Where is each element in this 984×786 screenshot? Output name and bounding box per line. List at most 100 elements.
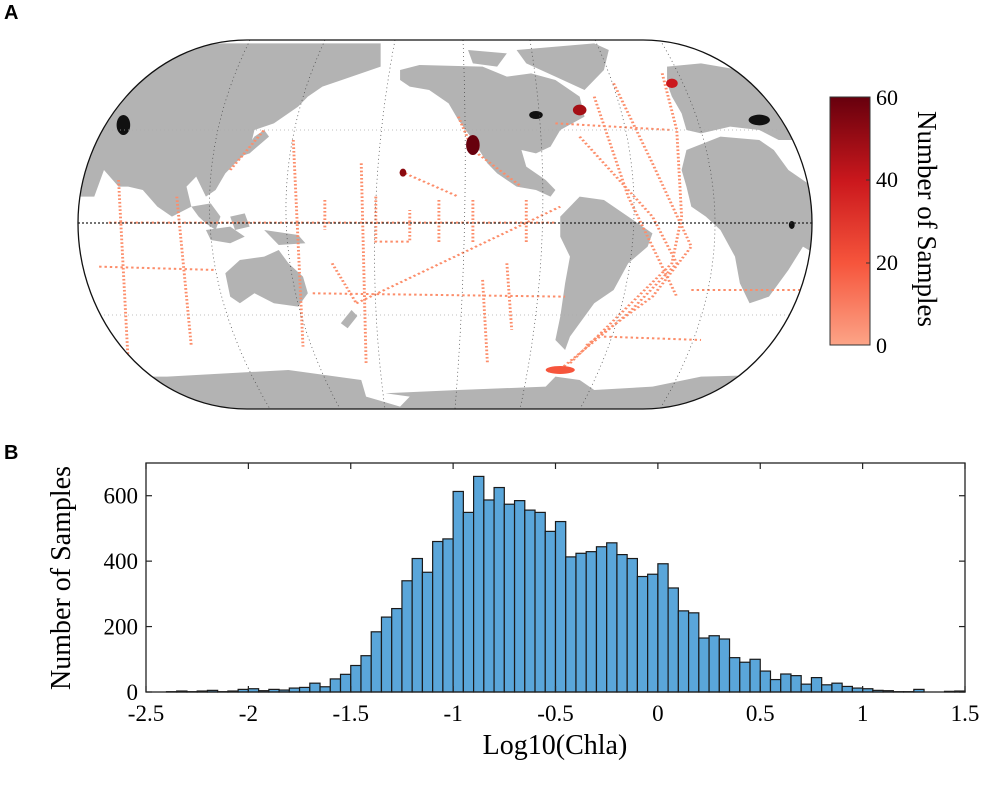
- arctic-islands: [468, 49, 507, 67]
- histogram-bar: [493, 486, 505, 693]
- histogram-bar: [698, 637, 710, 693]
- panel-label-a: A: [4, 2, 19, 24]
- y-tick-label: 200: [104, 615, 139, 640]
- indonesia: [205, 226, 245, 244]
- histogram-bar: [483, 499, 495, 693]
- x-tick-label: -2: [239, 701, 258, 726]
- new-guinea: [264, 229, 306, 245]
- histogram-bar: [309, 682, 321, 693]
- x-tick-label: -1: [444, 701, 463, 726]
- histogram-bar: [380, 616, 393, 693]
- histogram-bar: [524, 509, 536, 693]
- map-body: [78, 40, 812, 409]
- histogram-bar: [401, 580, 413, 693]
- australia: [225, 249, 308, 307]
- histogram-bar: [718, 638, 731, 693]
- panel-label-b: B: [4, 442, 19, 464]
- colorbar-tick-40: 40: [876, 167, 898, 192]
- histogram-bars: [165, 475, 966, 693]
- europe: [667, 63, 812, 140]
- histogram-bar: [585, 551, 598, 693]
- histogram-bar: [565, 556, 577, 693]
- histogram-bar: [749, 658, 761, 693]
- new-zealand: [340, 309, 358, 329]
- histogram-bar: [391, 607, 403, 693]
- histogram-bar: [452, 490, 464, 693]
- histogram-bar: [790, 675, 802, 693]
- histogram-bar: [432, 540, 444, 693]
- histogram-bar: [769, 678, 782, 693]
- histogram-bar: [298, 686, 311, 693]
- histogram-bar: [329, 678, 342, 693]
- histogram-bar: [636, 575, 649, 693]
- histogram-bar: [810, 677, 823, 693]
- y-tick-label: 600: [104, 484, 139, 509]
- land-masses: [78, 43, 812, 409]
- histogram-bar: [473, 475, 485, 693]
- histogram-bar: [616, 553, 628, 693]
- histogram-bar: [544, 530, 557, 693]
- colorbar-tick-60: 60: [876, 85, 898, 110]
- africa: [681, 136, 812, 304]
- x-tick-label: 0: [652, 701, 664, 726]
- world-map: 0 20 40 60 Number of Samples: [77, 39, 942, 410]
- y-tick-label: 400: [104, 549, 139, 574]
- histogram-bar: [739, 661, 751, 693]
- histogram-bar: [370, 631, 383, 693]
- colorbar-label: Number of Samples: [912, 111, 942, 327]
- histogram-bar: [319, 686, 331, 693]
- histogram-bar: [554, 520, 567, 693]
- histogram-bar: [411, 557, 424, 693]
- x-tick-label: 0.5: [746, 701, 775, 726]
- histogram-bar: [503, 503, 516, 693]
- histogram-bar: [462, 511, 475, 693]
- x-tick-label: -2.5: [128, 701, 164, 726]
- borneo: [230, 213, 250, 230]
- histogram-bar: [667, 587, 679, 693]
- histogram-bar: [780, 673, 792, 693]
- histogram-bar: [647, 573, 659, 693]
- x-tick-label: -1.5: [333, 701, 369, 726]
- colorbar-tick-20: 20: [876, 250, 898, 275]
- histogram-bar: [831, 682, 843, 693]
- histogram-bar: [687, 612, 700, 693]
- south-america: [555, 196, 653, 350]
- histogram-bar: [821, 684, 833, 693]
- graticule: [78, 40, 812, 409]
- histogram-bar: [800, 683, 813, 693]
- colorbar: 0 20 40 60 Number of Samples: [829, 85, 942, 358]
- x-tick-label: -0.5: [537, 701, 573, 726]
- histogram: -2.5 -2 -1.5 -1 -0.5 0 0.5 1 1.5 0 200 400 600 Log10…: [46, 462, 980, 761]
- map-frame: [77, 39, 813, 410]
- x-tick-label: 1: [857, 701, 869, 726]
- greenland: [516, 43, 609, 90]
- histogram-bar: [421, 571, 434, 693]
- histogram-bar: [626, 557, 638, 693]
- sample-tracks: [99, 73, 808, 374]
- sample-hotspots: [399, 78, 678, 374]
- indochina: [191, 203, 221, 230]
- histogram-bar: [575, 552, 587, 693]
- lakes: [116, 110, 795, 229]
- histogram-bar: [759, 670, 772, 693]
- colorbar-gradient: [829, 96, 871, 346]
- north-america: [400, 64, 585, 197]
- histogram-bar: [442, 538, 454, 693]
- antarctica: [78, 369, 812, 409]
- colorbar-tick-0: 0: [876, 333, 887, 358]
- y-axis-label: Number of Samples: [46, 466, 77, 690]
- axis-ticks: -2.5 -2 -1.5 -1 -0.5 0 0.5 1 1.5 0 200 400 600: [104, 463, 980, 726]
- histogram-bar: [339, 673, 352, 693]
- histogram-bar: [841, 685, 853, 693]
- eurasia-west: [78, 43, 381, 217]
- histogram-bar: [360, 655, 372, 693]
- histogram-bar: [728, 657, 741, 693]
- histogram-bar: [606, 542, 618, 693]
- x-tick-label: 1.5: [951, 701, 980, 726]
- histogram-bar: [708, 635, 720, 693]
- histogram-bar: [595, 546, 608, 693]
- histogram-bar: [513, 500, 526, 693]
- y-tick-label: 0: [127, 680, 139, 705]
- x-axis-label: Log10(Chla): [483, 730, 628, 761]
- histogram-bar: [350, 664, 362, 693]
